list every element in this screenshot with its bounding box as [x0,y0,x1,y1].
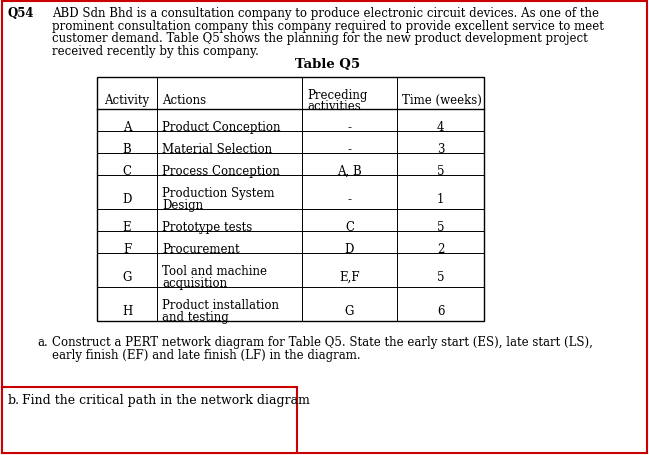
Text: Product installation: Product installation [162,298,279,311]
Text: prominent consultation company this company required to provide excellent servic: prominent consultation company this comp… [52,20,604,32]
Text: F: F [123,243,131,255]
Text: a.: a. [37,335,48,348]
Text: ABD Sdn Bhd is a consultation company to produce electronic circuit devices. As : ABD Sdn Bhd is a consultation company to… [52,7,599,20]
Text: received recently by this company.: received recently by this company. [52,45,259,57]
Text: E: E [123,221,131,233]
Text: Procurement: Procurement [162,243,239,255]
Text: 2: 2 [437,243,444,255]
Text: Product Conception: Product Conception [162,121,280,134]
Text: Table Q5: Table Q5 [295,58,361,71]
Text: Construct a PERT network diagram for Table Q5. State the early start (ES), late : Construct a PERT network diagram for Tab… [52,335,593,348]
Text: 3: 3 [437,143,445,156]
Text: C: C [123,165,132,177]
Text: 6: 6 [437,304,445,317]
Text: Q54: Q54 [8,7,34,20]
Text: D: D [345,243,354,255]
Text: 5: 5 [437,221,445,233]
Text: activities: activities [307,99,361,112]
Text: E,F: E,F [339,270,360,283]
Text: A, B: A, B [337,165,362,177]
Text: 5: 5 [437,165,445,177]
Text: Prototype tests: Prototype tests [162,221,252,233]
Text: Tool and machine: Tool and machine [162,264,267,278]
Text: -: - [347,121,352,134]
Text: B: B [123,143,131,156]
Bar [2,387,297,453]
Text: acquisition: acquisition [162,276,227,289]
Text: 4: 4 [437,121,445,134]
Text: 5: 5 [437,270,445,283]
Text: G: G [122,270,132,283]
Text: Actions: Actions [162,94,206,107]
Text: Process Conception: Process Conception [162,165,280,177]
Text: -: - [347,192,352,206]
Text: Material Selection: Material Selection [162,143,272,156]
Text: Activity: Activity [104,94,149,107]
Text: b.: b. [8,393,20,406]
Text: G: G [345,304,354,317]
Text: Time (weeks): Time (weeks) [402,94,482,107]
Text: early finish (EF) and late finish (LF) in the diagram.: early finish (EF) and late finish (LF) i… [52,348,361,361]
Text: Production System: Production System [162,187,275,200]
Bar [97,78,484,321]
Text: customer demand. Table Q5 shows the planning for the new product development pro: customer demand. Table Q5 shows the plan… [52,32,588,45]
Text: C: C [345,221,354,233]
Text: -: - [347,143,352,156]
Text: A: A [123,121,131,134]
Text: Find the critical path in the network diagram: Find the critical path in the network di… [22,393,310,406]
Text: H: H [122,304,132,317]
Text: and testing: and testing [162,310,228,324]
Text: 1: 1 [437,192,444,206]
Text: Design: Design [162,198,203,212]
Text: Preceding: Preceding [307,88,367,101]
Text: D: D [122,192,132,206]
